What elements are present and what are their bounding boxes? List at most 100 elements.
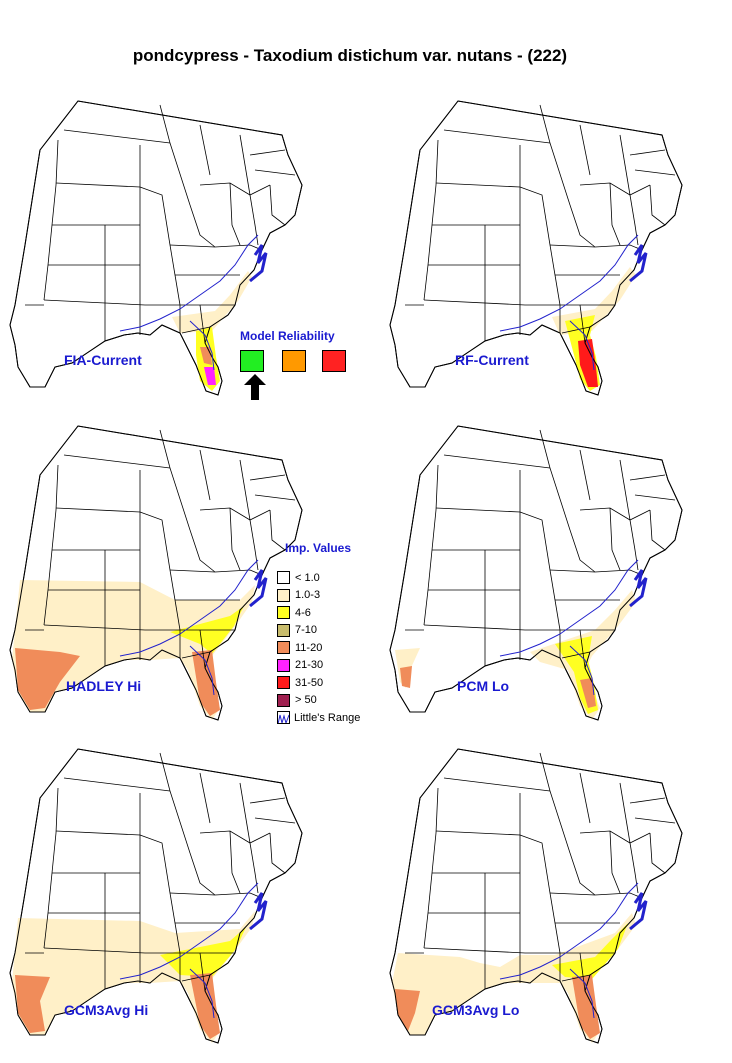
state-border bbox=[229, 507, 241, 571]
state-border bbox=[579, 629, 586, 669]
model-reliability-title: Model Reliability bbox=[240, 329, 335, 343]
littles-range-line bbox=[119, 559, 259, 696]
state-border bbox=[249, 797, 286, 804]
state-border bbox=[199, 182, 271, 196]
legend-swatch bbox=[277, 588, 290, 602]
state-border bbox=[169, 892, 216, 896]
state-border bbox=[569, 529, 596, 573]
importance-patch bbox=[552, 923, 628, 979]
state-border bbox=[629, 797, 666, 804]
state-border bbox=[609, 182, 621, 246]
legend-label: 11-20 bbox=[295, 641, 323, 654]
state-border bbox=[649, 509, 666, 551]
state-border bbox=[55, 182, 141, 188]
legend-item: 11-20 bbox=[277, 639, 360, 657]
map-label-rf-current: RF-Current bbox=[455, 352, 529, 368]
state-border bbox=[181, 326, 211, 334]
state-border bbox=[609, 507, 621, 571]
state-border bbox=[609, 830, 621, 894]
state-border bbox=[63, 129, 171, 144]
map-label-hadley-hi: HADLEY Hi bbox=[66, 678, 142, 694]
state-border bbox=[619, 459, 631, 521]
state-border bbox=[199, 629, 206, 669]
importance-patch bbox=[15, 975, 50, 1033]
legend-swatch bbox=[277, 606, 290, 620]
state-border bbox=[423, 947, 526, 954]
state-border bbox=[199, 124, 211, 176]
littles-range-line bbox=[499, 234, 639, 371]
state-border bbox=[169, 569, 216, 573]
importance-patch bbox=[15, 648, 80, 710]
legend-swatch bbox=[277, 641, 290, 655]
state-border bbox=[579, 449, 591, 501]
state-border bbox=[199, 449, 211, 501]
state-border bbox=[229, 182, 241, 246]
importance-patch bbox=[552, 267, 636, 335]
legend-label: 1.0-3 bbox=[295, 589, 321, 602]
map-label-fia-current: FIA-Current bbox=[64, 352, 142, 368]
state-border bbox=[619, 782, 631, 844]
map-rf-current bbox=[380, 95, 720, 415]
map-pcm-lo bbox=[380, 420, 720, 740]
importance-patch bbox=[572, 975, 600, 1039]
state-border bbox=[181, 974, 211, 982]
state-border bbox=[63, 777, 171, 792]
state-border bbox=[569, 204, 596, 248]
state-border bbox=[199, 772, 211, 824]
state-border bbox=[199, 952, 206, 992]
state-border bbox=[269, 832, 286, 874]
importance-patch bbox=[400, 666, 412, 688]
page-title: pondcypress - Taxodium distichum var. nu… bbox=[132, 46, 568, 65]
littles-range-line bbox=[499, 559, 639, 696]
state-border bbox=[539, 429, 571, 531]
state-border bbox=[63, 454, 171, 469]
state-border bbox=[55, 507, 141, 513]
state-border bbox=[629, 194, 639, 246]
state-border bbox=[254, 494, 296, 501]
state-border bbox=[629, 474, 666, 481]
state-border bbox=[249, 149, 286, 156]
map-svg bbox=[389, 100, 683, 396]
legend-item: 1.0-3 bbox=[277, 587, 360, 605]
littles-range-coast bbox=[629, 569, 648, 608]
state-border bbox=[269, 509, 286, 551]
map-svg bbox=[9, 425, 303, 721]
state-border bbox=[189, 852, 216, 896]
state-border bbox=[634, 494, 676, 501]
state-border bbox=[239, 782, 251, 844]
state-border bbox=[649, 832, 666, 874]
state-border bbox=[159, 104, 191, 206]
state-border bbox=[539, 752, 571, 854]
state-border bbox=[199, 304, 206, 344]
legend-item: < 1.0 bbox=[277, 569, 360, 587]
state-border bbox=[181, 651, 211, 659]
state-border bbox=[579, 952, 586, 992]
state-border bbox=[169, 244, 216, 248]
state-border bbox=[549, 244, 596, 248]
state-border bbox=[239, 459, 251, 521]
state-border bbox=[269, 184, 286, 226]
littles-range-label: Little's Range bbox=[294, 711, 361, 724]
state-border bbox=[423, 299, 526, 306]
importance-patch bbox=[578, 339, 598, 387]
reliability-high-swatch bbox=[240, 350, 264, 372]
state-border bbox=[239, 134, 251, 196]
littles-range-coast bbox=[629, 892, 648, 931]
state-border bbox=[55, 830, 141, 836]
state-border bbox=[579, 772, 591, 824]
state-border bbox=[423, 624, 526, 631]
map-svg bbox=[9, 100, 303, 396]
littles-range-line bbox=[499, 882, 639, 1019]
state-border bbox=[435, 507, 521, 513]
legend-item: > 50 bbox=[277, 692, 360, 710]
state-border bbox=[634, 169, 676, 176]
state-border bbox=[629, 519, 639, 571]
state-border bbox=[189, 204, 216, 248]
importance-patch bbox=[192, 650, 220, 716]
importance-patch bbox=[580, 678, 596, 708]
legend-item: 31-50 bbox=[277, 674, 360, 692]
state-border bbox=[549, 892, 596, 896]
map-hadley-hi bbox=[0, 420, 340, 740]
state-border bbox=[634, 817, 676, 824]
state-border bbox=[443, 129, 551, 144]
